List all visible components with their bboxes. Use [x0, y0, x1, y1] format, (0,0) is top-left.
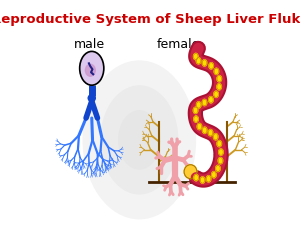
Circle shape: [216, 165, 220, 172]
Circle shape: [214, 68, 219, 75]
Circle shape: [193, 107, 198, 114]
Circle shape: [209, 97, 213, 103]
Circle shape: [100, 85, 178, 194]
Circle shape: [196, 58, 201, 64]
Circle shape: [208, 130, 213, 136]
Circle shape: [80, 52, 104, 85]
Circle shape: [202, 99, 207, 106]
Circle shape: [214, 91, 218, 97]
Circle shape: [202, 60, 207, 66]
Circle shape: [218, 157, 223, 164]
Circle shape: [200, 177, 205, 183]
Circle shape: [217, 76, 222, 82]
Circle shape: [219, 149, 223, 155]
Circle shape: [197, 123, 202, 130]
Ellipse shape: [85, 64, 95, 76]
Circle shape: [209, 63, 214, 69]
Circle shape: [118, 110, 161, 170]
Circle shape: [194, 116, 198, 122]
Circle shape: [194, 174, 198, 181]
Circle shape: [206, 176, 211, 182]
Circle shape: [82, 60, 196, 219]
Text: female: female: [157, 38, 200, 51]
Circle shape: [217, 84, 221, 90]
Circle shape: [213, 134, 218, 140]
Circle shape: [194, 53, 198, 60]
Circle shape: [217, 140, 221, 147]
Text: male: male: [74, 38, 105, 51]
Text: Reproductive System of Sheep Liver Fluke: Reproductive System of Sheep Liver Fluke: [0, 13, 300, 26]
Circle shape: [212, 172, 216, 178]
Ellipse shape: [88, 95, 95, 101]
Circle shape: [202, 127, 207, 133]
Circle shape: [196, 102, 201, 108]
Ellipse shape: [184, 165, 197, 179]
